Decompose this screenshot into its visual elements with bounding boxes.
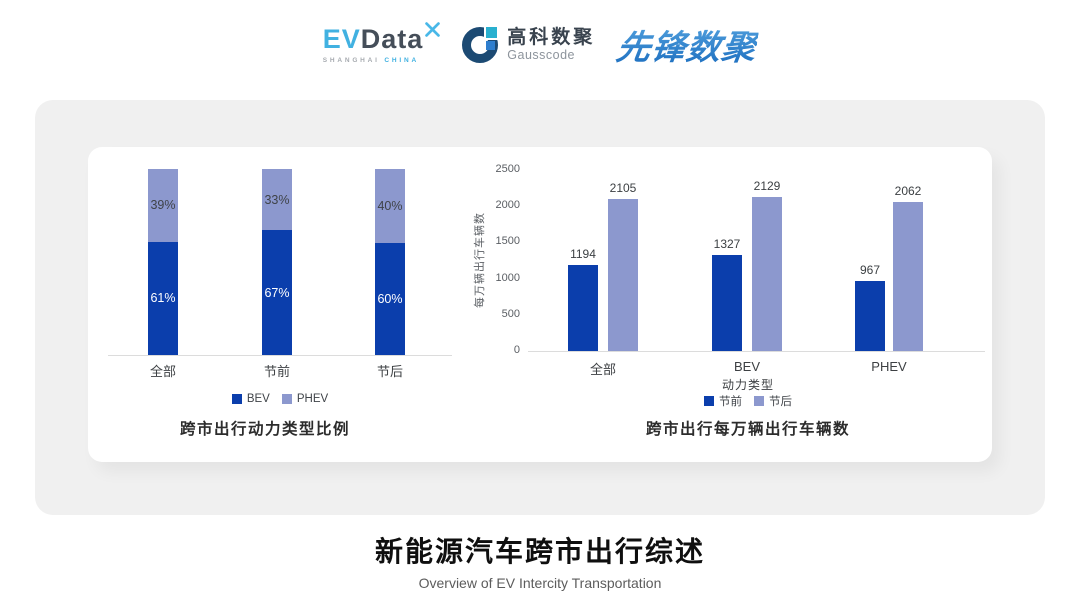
gausscode-g-icon	[462, 24, 501, 63]
legend-swatch	[754, 396, 764, 406]
legend-item: 节前	[704, 393, 742, 409]
header: EVData SHANGHAI CHINA 高科数聚 Gausscode 先锋数…	[0, 20, 1080, 69]
grouped-bar: 2105	[608, 181, 638, 351]
legend-swatch	[231, 394, 242, 404]
legend-swatch	[704, 396, 714, 406]
bev-value-label: 60%	[377, 292, 403, 307]
evdata-wordmark-ev: EV	[322, 23, 361, 54]
bev-segment: 60%	[375, 243, 405, 355]
category-label: 节后	[376, 364, 403, 379]
category-label: PHEV	[871, 359, 907, 374]
phev-value-label: 33%	[264, 192, 290, 207]
bev-value-label: 67%	[264, 285, 290, 300]
evdata-wordmark: EVData	[322, 21, 441, 54]
legend-item: 节后	[754, 393, 792, 409]
y-tick-label: 2000	[495, 199, 520, 212]
stacked-chart-legend: BEV PHEV	[108, 393, 452, 405]
phev-segment: 39%	[148, 169, 178, 242]
stacked-chart-plot: 39% 61% 33% 67% 40% 60%	[108, 169, 452, 356]
phev-segment: 33%	[262, 169, 292, 231]
category-label: BEV	[733, 359, 760, 374]
stacked-bar: 40% 60%	[375, 169, 405, 355]
bar-value-label: 1194	[570, 246, 596, 261]
stacked-bar: 39% 61%	[148, 169, 178, 355]
y-tick-label: 2500	[495, 163, 520, 175]
stacked-bar: 33% 67%	[262, 169, 292, 355]
category-label: 全部	[589, 362, 616, 377]
grouped-chart-legend: 节前 节后	[528, 393, 968, 409]
legend-swatch	[281, 394, 292, 404]
bar-value-label: 967	[859, 263, 881, 277]
charts-card: 39% 61% 33% 67% 40% 60% BEV PHEV 跨市出行动力类型比例 11…	[35, 100, 1045, 515]
gausscode-name-en: Gausscode	[507, 48, 575, 63]
page-subtitle: Overview of EV Intercity Transportation	[418, 575, 662, 591]
charts-panel: 39% 61% 33% 67% 40% 60% BEV PHEV 跨市出行动力类型比例 11…	[88, 147, 992, 462]
grouped-bar: 2062	[893, 184, 923, 351]
bev-segment: 67%	[262, 230, 292, 355]
pioneer-wordmark: 先锋数聚	[614, 29, 760, 67]
evdata-logo: EVData SHANGHAI CHINA	[322, 21, 441, 64]
evdata-wordmark-data: Data	[360, 23, 424, 54]
grouped-chart-x-axis-label: 动力类型	[721, 378, 774, 392]
y-tick-label: 500	[501, 307, 520, 320]
y-tick-label: 0	[513, 344, 520, 356]
grouped-chart-plot: 1194 2105 1327 2129 967 2062	[528, 170, 985, 352]
gausscode-blue-square	[486, 40, 496, 50]
legend-label: BEV	[246, 393, 270, 405]
grouped-bar: 1194	[568, 247, 598, 351]
legend-item: PHEV	[281, 393, 329, 405]
sparkle-icon	[425, 21, 441, 37]
grouped-bar: 1327	[712, 237, 742, 351]
evdata-sub-china: CHINA	[384, 56, 419, 64]
gausscode-logo: 高科数聚 Gausscode	[462, 24, 595, 63]
evdata-subtitle: SHANGHAI CHINA	[323, 57, 419, 64]
y-tick-label: 1500	[495, 235, 520, 248]
phev-segment: 40%	[375, 169, 405, 244]
grouped-bar: 967	[855, 263, 885, 351]
legend-label: 节后	[769, 396, 792, 408]
bev-value-label: 61%	[150, 291, 176, 306]
pioneer-logo: 先锋数聚	[614, 20, 761, 69]
grouped-chart-title: 跨市出行每万辆出行车辆数	[645, 421, 850, 438]
gausscode-name-cn: 高科数聚	[507, 26, 596, 48]
gausscode-text: 高科数聚 Gausscode	[507, 27, 595, 63]
footer: 新能源汽车跨市出行综述 Overview of EV Intercity Tra…	[0, 530, 1080, 591]
bev-segment: 61%	[148, 241, 178, 355]
phev-value-label: 40%	[377, 199, 403, 214]
page-title: 新能源汽车跨市出行综述	[374, 536, 705, 567]
stacked-chart-title: 跨市出行动力类型比例	[179, 421, 350, 438]
bar-value-label: 2129	[753, 178, 781, 193]
y-tick-label: 1000	[495, 271, 520, 284]
bar-value-label: 1327	[713, 236, 741, 251]
phev-value-label: 39%	[150, 198, 176, 213]
grouped-bar: 2129	[752, 179, 782, 351]
evdata-sub-shanghai: SHANGHAI	[322, 56, 380, 64]
legend-item: BEV	[231, 393, 270, 405]
gausscode-teal-square	[486, 26, 498, 38]
category-label: 全部	[149, 364, 176, 379]
legend-label: PHEV	[296, 393, 329, 405]
bar-value-label: 2105	[609, 180, 637, 195]
category-label: 节前	[263, 364, 290, 379]
bar-value-label: 2062	[894, 183, 922, 198]
legend-label: 节前	[719, 396, 742, 408]
